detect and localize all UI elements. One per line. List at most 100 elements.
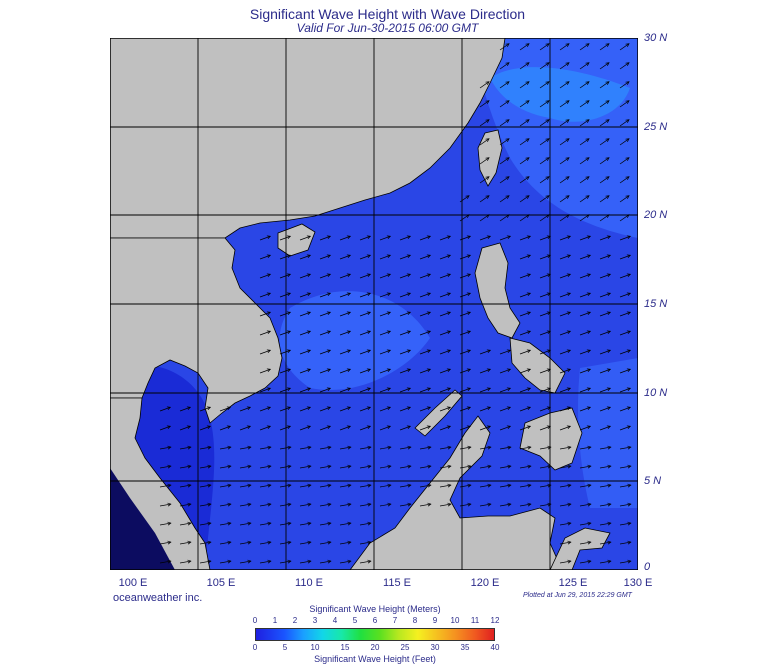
wave-arrow <box>539 387 551 393</box>
wave-arrow <box>499 235 511 241</box>
wave-arrow <box>479 195 490 203</box>
wave-arrow-head <box>566 330 572 335</box>
wave-arrow-head <box>346 235 352 240</box>
wave-arrow <box>619 138 630 146</box>
wave-arrow-head <box>505 157 510 161</box>
wave-arrow-head <box>167 502 172 507</box>
wave-arrow <box>519 157 530 165</box>
wave-zone-light <box>279 291 430 390</box>
wave-arrow <box>379 311 391 317</box>
wave-arrow <box>279 273 291 279</box>
wave-arrow <box>579 176 590 184</box>
wave-arrow-head <box>226 406 232 411</box>
wave-arrow-head <box>447 502 452 507</box>
wave-arrow <box>619 503 631 507</box>
wave-arrow-head <box>327 445 332 450</box>
wave-arrow-head <box>287 464 292 469</box>
wave-arrow-head <box>426 425 432 430</box>
wave-arrow-head <box>307 464 312 469</box>
wave-arrow-head <box>366 406 372 411</box>
wave-arrow-head <box>506 425 512 430</box>
wave-arrow <box>539 368 551 374</box>
wave-arrow-head <box>306 273 312 278</box>
wave-arrow-head <box>187 445 192 450</box>
wave-arrow <box>179 465 191 469</box>
wave-arrow-head <box>466 368 472 373</box>
wave-arrow <box>559 100 570 108</box>
wave-arrow <box>579 406 591 412</box>
colorbar-tick: 2 <box>292 616 298 625</box>
lat-label: 20 N <box>644 209 668 221</box>
wave-arrow-head <box>266 311 272 316</box>
wave-arrow-head <box>505 100 510 104</box>
wave-arrow-head <box>625 214 630 218</box>
wave-arrow <box>599 214 610 222</box>
wave-arrow-head <box>566 254 572 259</box>
wave-arrow-head <box>607 445 612 450</box>
wave-arrow-head <box>586 349 592 354</box>
wave-arrow <box>559 446 571 450</box>
wave-arrow <box>499 446 511 450</box>
colorbar-tick: 11 <box>470 616 480 625</box>
wave-arrow-head <box>485 100 490 104</box>
wave-arrow-head <box>167 540 172 545</box>
wave-direction-arrows <box>159 43 632 564</box>
wave-arrow <box>599 195 610 203</box>
wave-arrow-head <box>547 502 552 507</box>
wave-arrow-head <box>525 81 530 85</box>
wave-arrow-head <box>505 138 510 142</box>
wave-arrow-head <box>286 273 292 278</box>
wave-arrow-head <box>526 425 532 430</box>
wave-arrow <box>199 522 211 526</box>
land-china <box>110 38 506 239</box>
wave-arrow-head <box>586 330 592 335</box>
chart-title: Significant Wave Height with Wave Direct… <box>249 6 526 22</box>
wave-arrow <box>539 214 550 222</box>
wave-arrow <box>479 446 491 450</box>
wave-arrow <box>239 465 251 469</box>
lat-label: 10 N <box>644 387 668 399</box>
wave-arrow <box>399 330 411 336</box>
wave-arrow <box>259 425 271 431</box>
wave-arrow-head <box>525 195 530 199</box>
wave-arrow-head <box>287 559 292 564</box>
wave-arrow <box>419 368 431 374</box>
wave-arrow <box>619 368 631 374</box>
wave-arrow-head <box>466 330 472 335</box>
wave-arrow-head <box>585 195 590 199</box>
wave-arrow-head <box>547 445 552 450</box>
wave-arrow <box>559 465 571 469</box>
wave-arrow-head <box>605 138 610 142</box>
wave-arrow <box>299 235 311 241</box>
wave-arrow <box>439 368 451 374</box>
wave-arrow-head <box>207 521 212 526</box>
wave-arrow <box>479 503 491 507</box>
wave-arrow-head <box>426 368 432 373</box>
wave-arrow-head <box>366 273 372 278</box>
wave-arrow <box>539 330 551 336</box>
wave-arrow-head <box>426 235 432 240</box>
wave-arrow-head <box>566 311 572 316</box>
wave-arrow-head <box>546 349 552 354</box>
wave-arrow <box>619 235 631 241</box>
wave-arrow <box>499 465 511 469</box>
wave-arrow-head <box>567 540 572 545</box>
colorbar-tick: 10 <box>310 643 320 652</box>
wave-arrow <box>499 100 510 108</box>
wave-arrow <box>519 425 531 431</box>
colorbar-tick: 3 <box>312 616 318 625</box>
wave-arrow-head <box>266 425 272 430</box>
wave-arrow-head <box>227 502 232 507</box>
wave-arrow <box>299 465 311 469</box>
wave-arrow <box>319 254 331 260</box>
lon-label: 100 E <box>118 577 148 589</box>
colorbar-tick: 15 <box>340 643 350 652</box>
wave-arrow-head <box>627 521 632 526</box>
wave-arrow-head <box>446 387 452 392</box>
wave-arrow <box>219 541 231 545</box>
wave-arrow-head <box>607 521 612 526</box>
wave-arrow-head <box>565 100 570 104</box>
wave-arrow <box>339 522 351 526</box>
wave-arrow <box>599 484 611 488</box>
wave-arrow-head <box>525 157 530 161</box>
